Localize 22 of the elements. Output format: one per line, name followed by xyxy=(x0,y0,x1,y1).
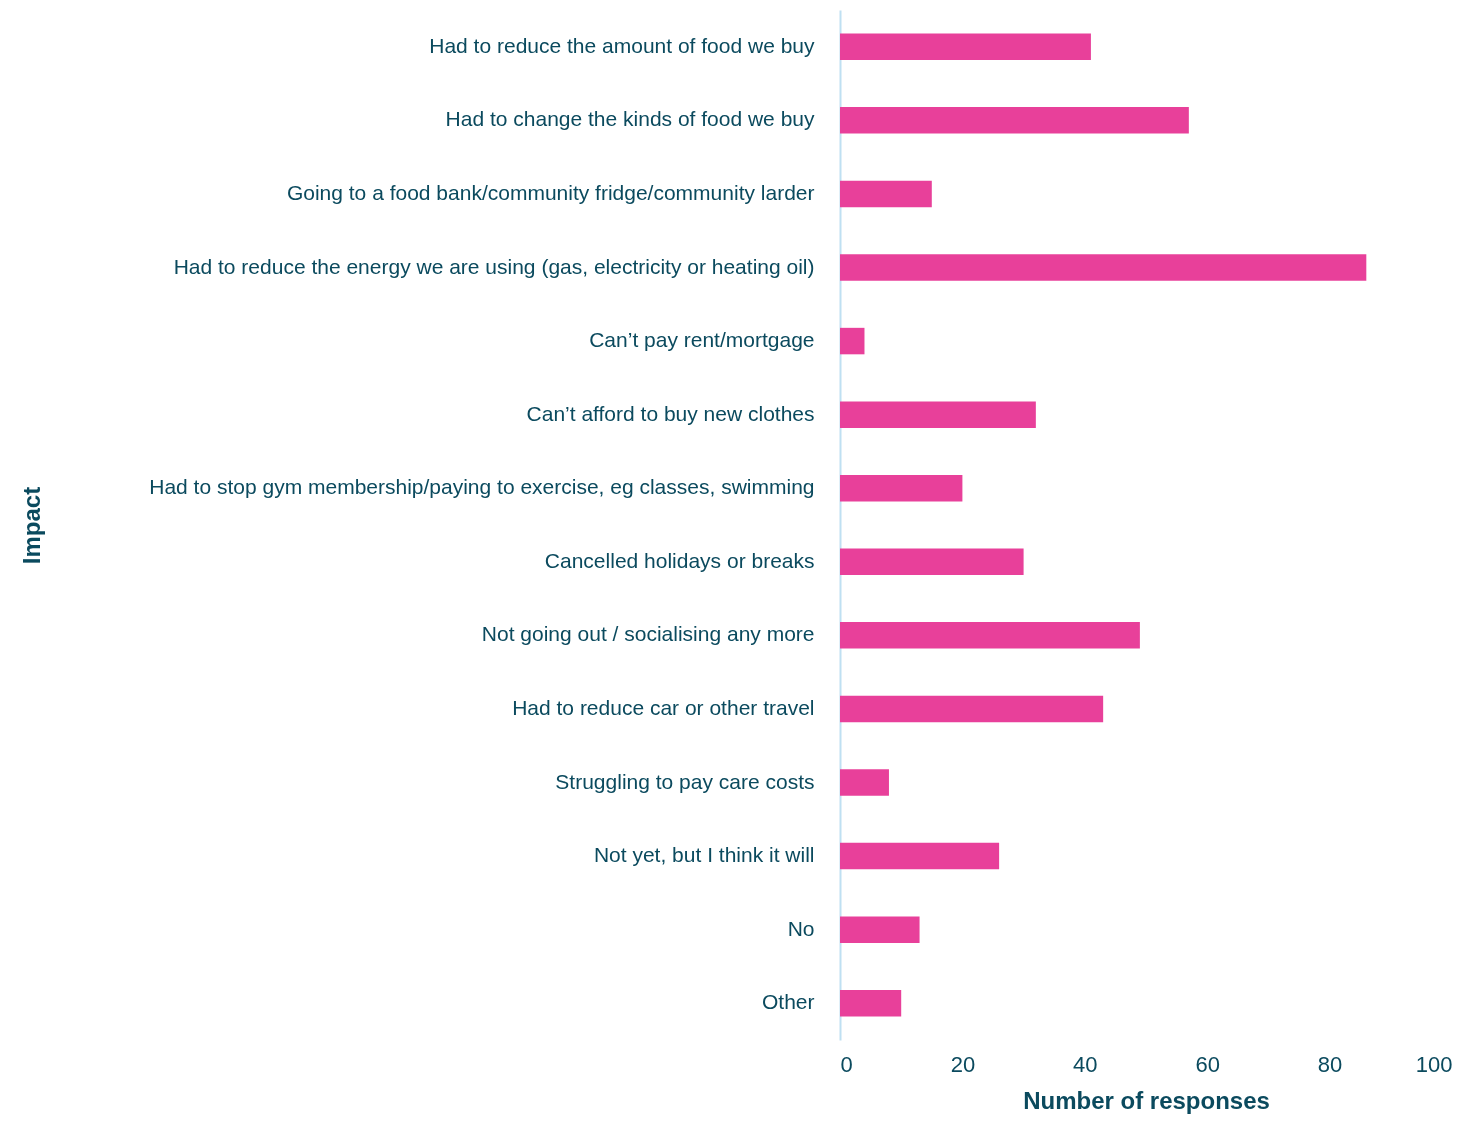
x-tick-label: 100 xyxy=(1415,1051,1453,1077)
y-tick-label: Struggling to pay care costs xyxy=(555,769,815,793)
y-tick-label: Not yet, but I think it will xyxy=(593,843,815,867)
y-tick-label: Had to reduce the energy we are using (gas, electricity or heating oil) xyxy=(173,254,815,278)
y-tick-label: Can’t afford to buy new clothes xyxy=(526,401,815,425)
x-tick-label: 40 xyxy=(1073,1051,1098,1077)
y-tick-label: Not going out / socialising any more xyxy=(481,622,815,646)
y-tick-label: No xyxy=(787,916,815,940)
y-axis-title: Impact xyxy=(17,486,45,565)
y-tick-label: Can’t pay rent/mortgage xyxy=(589,328,815,352)
x-tick-label: 0 xyxy=(840,1051,853,1077)
x-tick-label: 80 xyxy=(1317,1051,1343,1077)
x-tick-label: 20 xyxy=(950,1051,976,1077)
y-tick-label: Other xyxy=(761,990,815,1014)
y-tick-label: Had to change the kinds of food we buy xyxy=(445,107,815,131)
y-tick-label: Cancelled holidays or breaks xyxy=(544,548,815,572)
y-tick-label: Going to a food bank/community fridge/community larder xyxy=(286,180,815,204)
x-tick-label: 60 xyxy=(1195,1051,1220,1077)
y-tick-label: Had to stop gym membership/paying to exercise, eg classes, swimming xyxy=(149,475,815,499)
x-axis-title: Number of responses xyxy=(1023,1086,1270,1114)
y-tick-label: Had to reduce the amount of food we buy xyxy=(429,33,815,57)
y-tick-label: Had to reduce car or other travel xyxy=(512,695,815,719)
